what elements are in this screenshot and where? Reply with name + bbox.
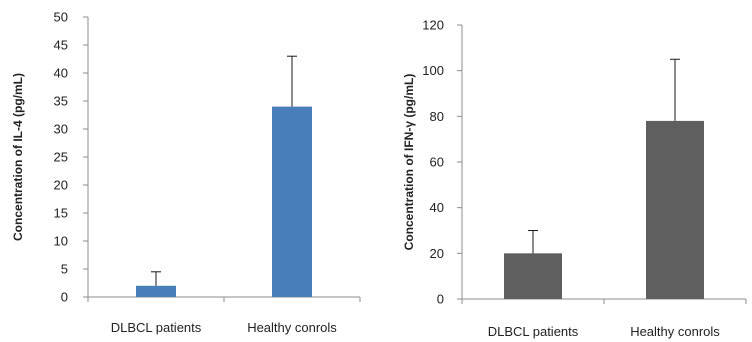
y-tick-label: 20 bbox=[54, 178, 68, 193]
y-tick-label: 60 bbox=[430, 155, 444, 170]
y-axis-label: Concentration of IFN-γ (pg/mL) bbox=[402, 74, 416, 251]
ifn-gamma-chart: 0 20 40 60 80 100 120 DLBCL patients Healthy con… bbox=[402, 18, 747, 339]
y-tick-label: 80 bbox=[430, 109, 444, 124]
y-tick-label: 20 bbox=[430, 246, 444, 261]
il4-bar-dlbcl bbox=[136, 285, 176, 297]
ifn-bar-healthy bbox=[646, 120, 704, 300]
y-tick-label: 10 bbox=[54, 234, 68, 249]
y-tick-label: 0 bbox=[437, 292, 444, 307]
category-label: Healthy conrols bbox=[630, 324, 720, 339]
y-axis-label: Concentration of IL-4 (pg/mL) bbox=[11, 73, 25, 241]
y-tick-label: 0 bbox=[61, 290, 68, 305]
category-label: DLBCL patients bbox=[111, 320, 202, 335]
ifn-bar-dlbcl bbox=[504, 253, 562, 299]
y-tick-label: 30 bbox=[54, 122, 68, 137]
y-tick-label: 25 bbox=[54, 150, 68, 165]
y-tick-label: 35 bbox=[54, 94, 68, 109]
y-tick-label: 40 bbox=[54, 66, 68, 81]
il4-bar-healthy bbox=[272, 106, 312, 297]
y-tick-label: 5 bbox=[61, 262, 68, 277]
y-tick-label: 50 bbox=[54, 10, 68, 25]
y-tick-label: 100 bbox=[422, 63, 444, 78]
y-tick-label: 120 bbox=[422, 18, 444, 33]
y-tick-label: 15 bbox=[54, 206, 68, 221]
il4-chart: 0 5 10 15 20 25 30 35 40 45 50 DLBCL patients Health… bbox=[11, 10, 361, 335]
y-tick-label: 45 bbox=[54, 38, 68, 53]
y-tick-label: 40 bbox=[430, 200, 444, 215]
category-label: DLBCL patients bbox=[488, 324, 579, 339]
category-label: Healthy conrols bbox=[247, 320, 337, 335]
